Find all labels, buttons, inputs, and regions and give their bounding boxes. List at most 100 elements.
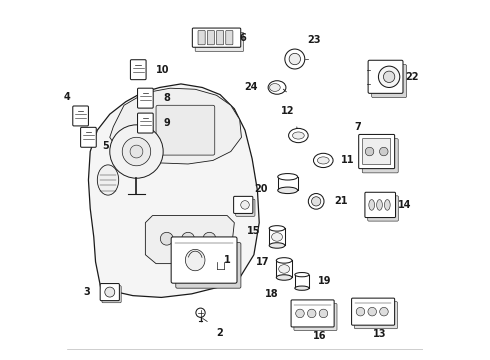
- Ellipse shape: [295, 286, 309, 290]
- Ellipse shape: [185, 249, 205, 271]
- FancyBboxPatch shape: [368, 60, 403, 93]
- FancyBboxPatch shape: [217, 31, 223, 45]
- Text: 16: 16: [313, 331, 326, 341]
- Bar: [278, 177, 297, 190]
- Text: 24: 24: [244, 82, 257, 93]
- FancyBboxPatch shape: [207, 31, 215, 45]
- Circle shape: [307, 309, 316, 318]
- Text: 10: 10: [156, 65, 170, 75]
- Circle shape: [308, 194, 324, 209]
- Text: 12: 12: [281, 106, 295, 116]
- Text: 17: 17: [256, 257, 270, 266]
- FancyBboxPatch shape: [362, 139, 398, 173]
- FancyBboxPatch shape: [365, 192, 395, 217]
- Ellipse shape: [314, 153, 333, 167]
- Ellipse shape: [276, 275, 292, 280]
- FancyBboxPatch shape: [176, 243, 241, 288]
- Circle shape: [182, 232, 195, 245]
- FancyBboxPatch shape: [351, 298, 394, 325]
- FancyBboxPatch shape: [102, 286, 121, 303]
- FancyBboxPatch shape: [372, 64, 407, 98]
- Ellipse shape: [278, 187, 297, 194]
- Polygon shape: [146, 216, 234, 264]
- Circle shape: [122, 137, 151, 166]
- Circle shape: [356, 307, 365, 316]
- Ellipse shape: [98, 165, 119, 195]
- Text: 13: 13: [373, 329, 387, 339]
- Ellipse shape: [289, 129, 308, 143]
- FancyBboxPatch shape: [193, 28, 241, 47]
- Text: 19: 19: [318, 276, 331, 287]
- Circle shape: [368, 307, 376, 316]
- Text: 2: 2: [217, 328, 223, 338]
- Text: 5: 5: [103, 141, 109, 151]
- Circle shape: [365, 147, 374, 156]
- Text: 21: 21: [334, 196, 347, 206]
- Bar: [276, 260, 292, 278]
- FancyBboxPatch shape: [354, 302, 397, 329]
- FancyBboxPatch shape: [291, 300, 334, 327]
- Ellipse shape: [369, 199, 374, 210]
- FancyBboxPatch shape: [81, 127, 96, 147]
- FancyBboxPatch shape: [226, 31, 233, 45]
- FancyBboxPatch shape: [156, 105, 215, 155]
- Circle shape: [203, 232, 216, 245]
- Text: 23: 23: [307, 35, 321, 45]
- Ellipse shape: [278, 174, 297, 180]
- Text: 3: 3: [83, 287, 90, 297]
- Text: 6: 6: [240, 33, 246, 43]
- Ellipse shape: [279, 265, 290, 273]
- Circle shape: [130, 145, 143, 158]
- FancyBboxPatch shape: [294, 303, 337, 330]
- Circle shape: [160, 232, 173, 245]
- FancyBboxPatch shape: [171, 237, 237, 283]
- Ellipse shape: [269, 226, 285, 231]
- Circle shape: [319, 309, 328, 318]
- FancyBboxPatch shape: [234, 196, 253, 213]
- FancyBboxPatch shape: [100, 284, 120, 301]
- Circle shape: [285, 49, 305, 69]
- FancyBboxPatch shape: [236, 199, 255, 216]
- Text: 9: 9: [163, 118, 170, 128]
- Text: 22: 22: [405, 72, 418, 82]
- Circle shape: [241, 201, 249, 209]
- Text: 7: 7: [354, 122, 361, 132]
- Ellipse shape: [276, 258, 292, 263]
- FancyBboxPatch shape: [73, 106, 88, 126]
- FancyBboxPatch shape: [130, 60, 146, 80]
- Text: 18: 18: [265, 288, 279, 298]
- Polygon shape: [88, 84, 259, 297]
- Ellipse shape: [268, 81, 286, 94]
- Ellipse shape: [270, 84, 280, 91]
- Circle shape: [289, 53, 300, 65]
- Ellipse shape: [318, 157, 329, 164]
- Bar: [269, 228, 285, 246]
- Circle shape: [312, 197, 321, 206]
- Circle shape: [196, 308, 205, 318]
- Text: 14: 14: [398, 200, 412, 210]
- FancyBboxPatch shape: [198, 31, 205, 45]
- Ellipse shape: [295, 273, 309, 277]
- FancyBboxPatch shape: [368, 196, 398, 221]
- Circle shape: [383, 71, 395, 82]
- Text: 20: 20: [255, 184, 268, 194]
- Ellipse shape: [293, 132, 304, 139]
- FancyBboxPatch shape: [138, 88, 153, 108]
- Text: 4: 4: [63, 92, 70, 102]
- Ellipse shape: [269, 243, 285, 248]
- FancyBboxPatch shape: [359, 134, 394, 168]
- Text: 15: 15: [247, 226, 260, 235]
- Circle shape: [379, 147, 388, 156]
- Ellipse shape: [377, 199, 382, 210]
- Ellipse shape: [271, 233, 283, 241]
- Text: 1: 1: [223, 255, 230, 265]
- FancyBboxPatch shape: [195, 32, 244, 51]
- Circle shape: [105, 287, 115, 297]
- Ellipse shape: [385, 199, 390, 210]
- FancyBboxPatch shape: [363, 138, 391, 165]
- Circle shape: [110, 125, 163, 178]
- Circle shape: [295, 309, 304, 318]
- Circle shape: [380, 307, 388, 316]
- Text: 8: 8: [163, 93, 170, 103]
- Text: 11: 11: [341, 156, 355, 166]
